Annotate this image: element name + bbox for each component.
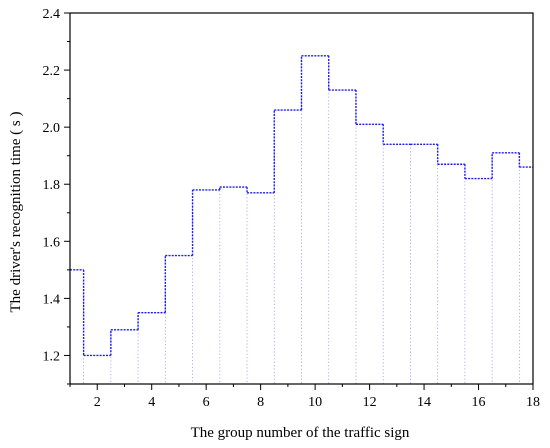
step-series xyxy=(70,55,533,357)
x-tick-label: 16 xyxy=(472,395,486,410)
y-tick-label: 1.4 xyxy=(43,292,61,307)
y-tick-label: 1.2 xyxy=(43,349,61,364)
x-tick-label: 2 xyxy=(94,395,101,410)
ticks: 2 4 6 8 10 12 14 16 18 1.2 1.4 1.6 1.8 2.0 2.2 2.4 xyxy=(43,7,541,410)
x-tick-label: 18 xyxy=(526,395,540,410)
y-tick-label: 2.4 xyxy=(43,7,61,22)
x-tick-label: 12 xyxy=(363,395,377,410)
x-tick-label: 4 xyxy=(148,395,155,410)
y-tick-label: 1.8 xyxy=(43,178,61,193)
plot-frame xyxy=(69,12,534,385)
x-tick-label: 10 xyxy=(308,395,322,410)
x-axis-title: The group number of the traffic sign xyxy=(191,425,410,441)
y-tick-label: 2.0 xyxy=(43,121,61,136)
x-tick-label: 14 xyxy=(417,395,431,410)
y-tick-label: 2.2 xyxy=(43,64,61,79)
axes xyxy=(69,12,534,385)
y-tick-label: 1.6 xyxy=(43,235,61,250)
y-axis-title: The driver's recognition time ( s ) xyxy=(8,112,24,313)
x-tick-label: 8 xyxy=(257,395,264,410)
x-tick-label: 6 xyxy=(203,395,210,410)
